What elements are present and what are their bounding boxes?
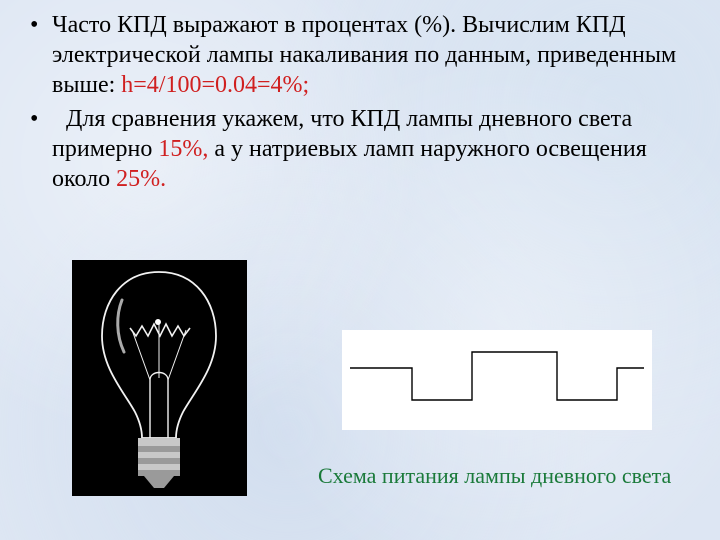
circuit-svg [342,330,652,430]
filament-glow [155,319,161,325]
bullet-item-2: Для сравнения укажем, что КПД лампы днев… [30,104,700,194]
percent-red: 15%, [158,136,208,162]
bullet-item-1: Часто КПД выражают в процентах (%). Вычи… [30,10,700,100]
diagram-bg [342,330,652,430]
diagram-caption: Схема питания лампы дневного света [318,462,671,490]
lightbulb-svg [72,260,247,496]
circuit-diagram [342,330,652,430]
bullet-list: Часто КПД выражают в процентах (%). Вычи… [30,10,700,194]
formula-red: h=4/100=0.04=4%; [121,72,309,98]
lightbulb-image [72,260,247,496]
percent-red: 25%. [116,166,166,192]
